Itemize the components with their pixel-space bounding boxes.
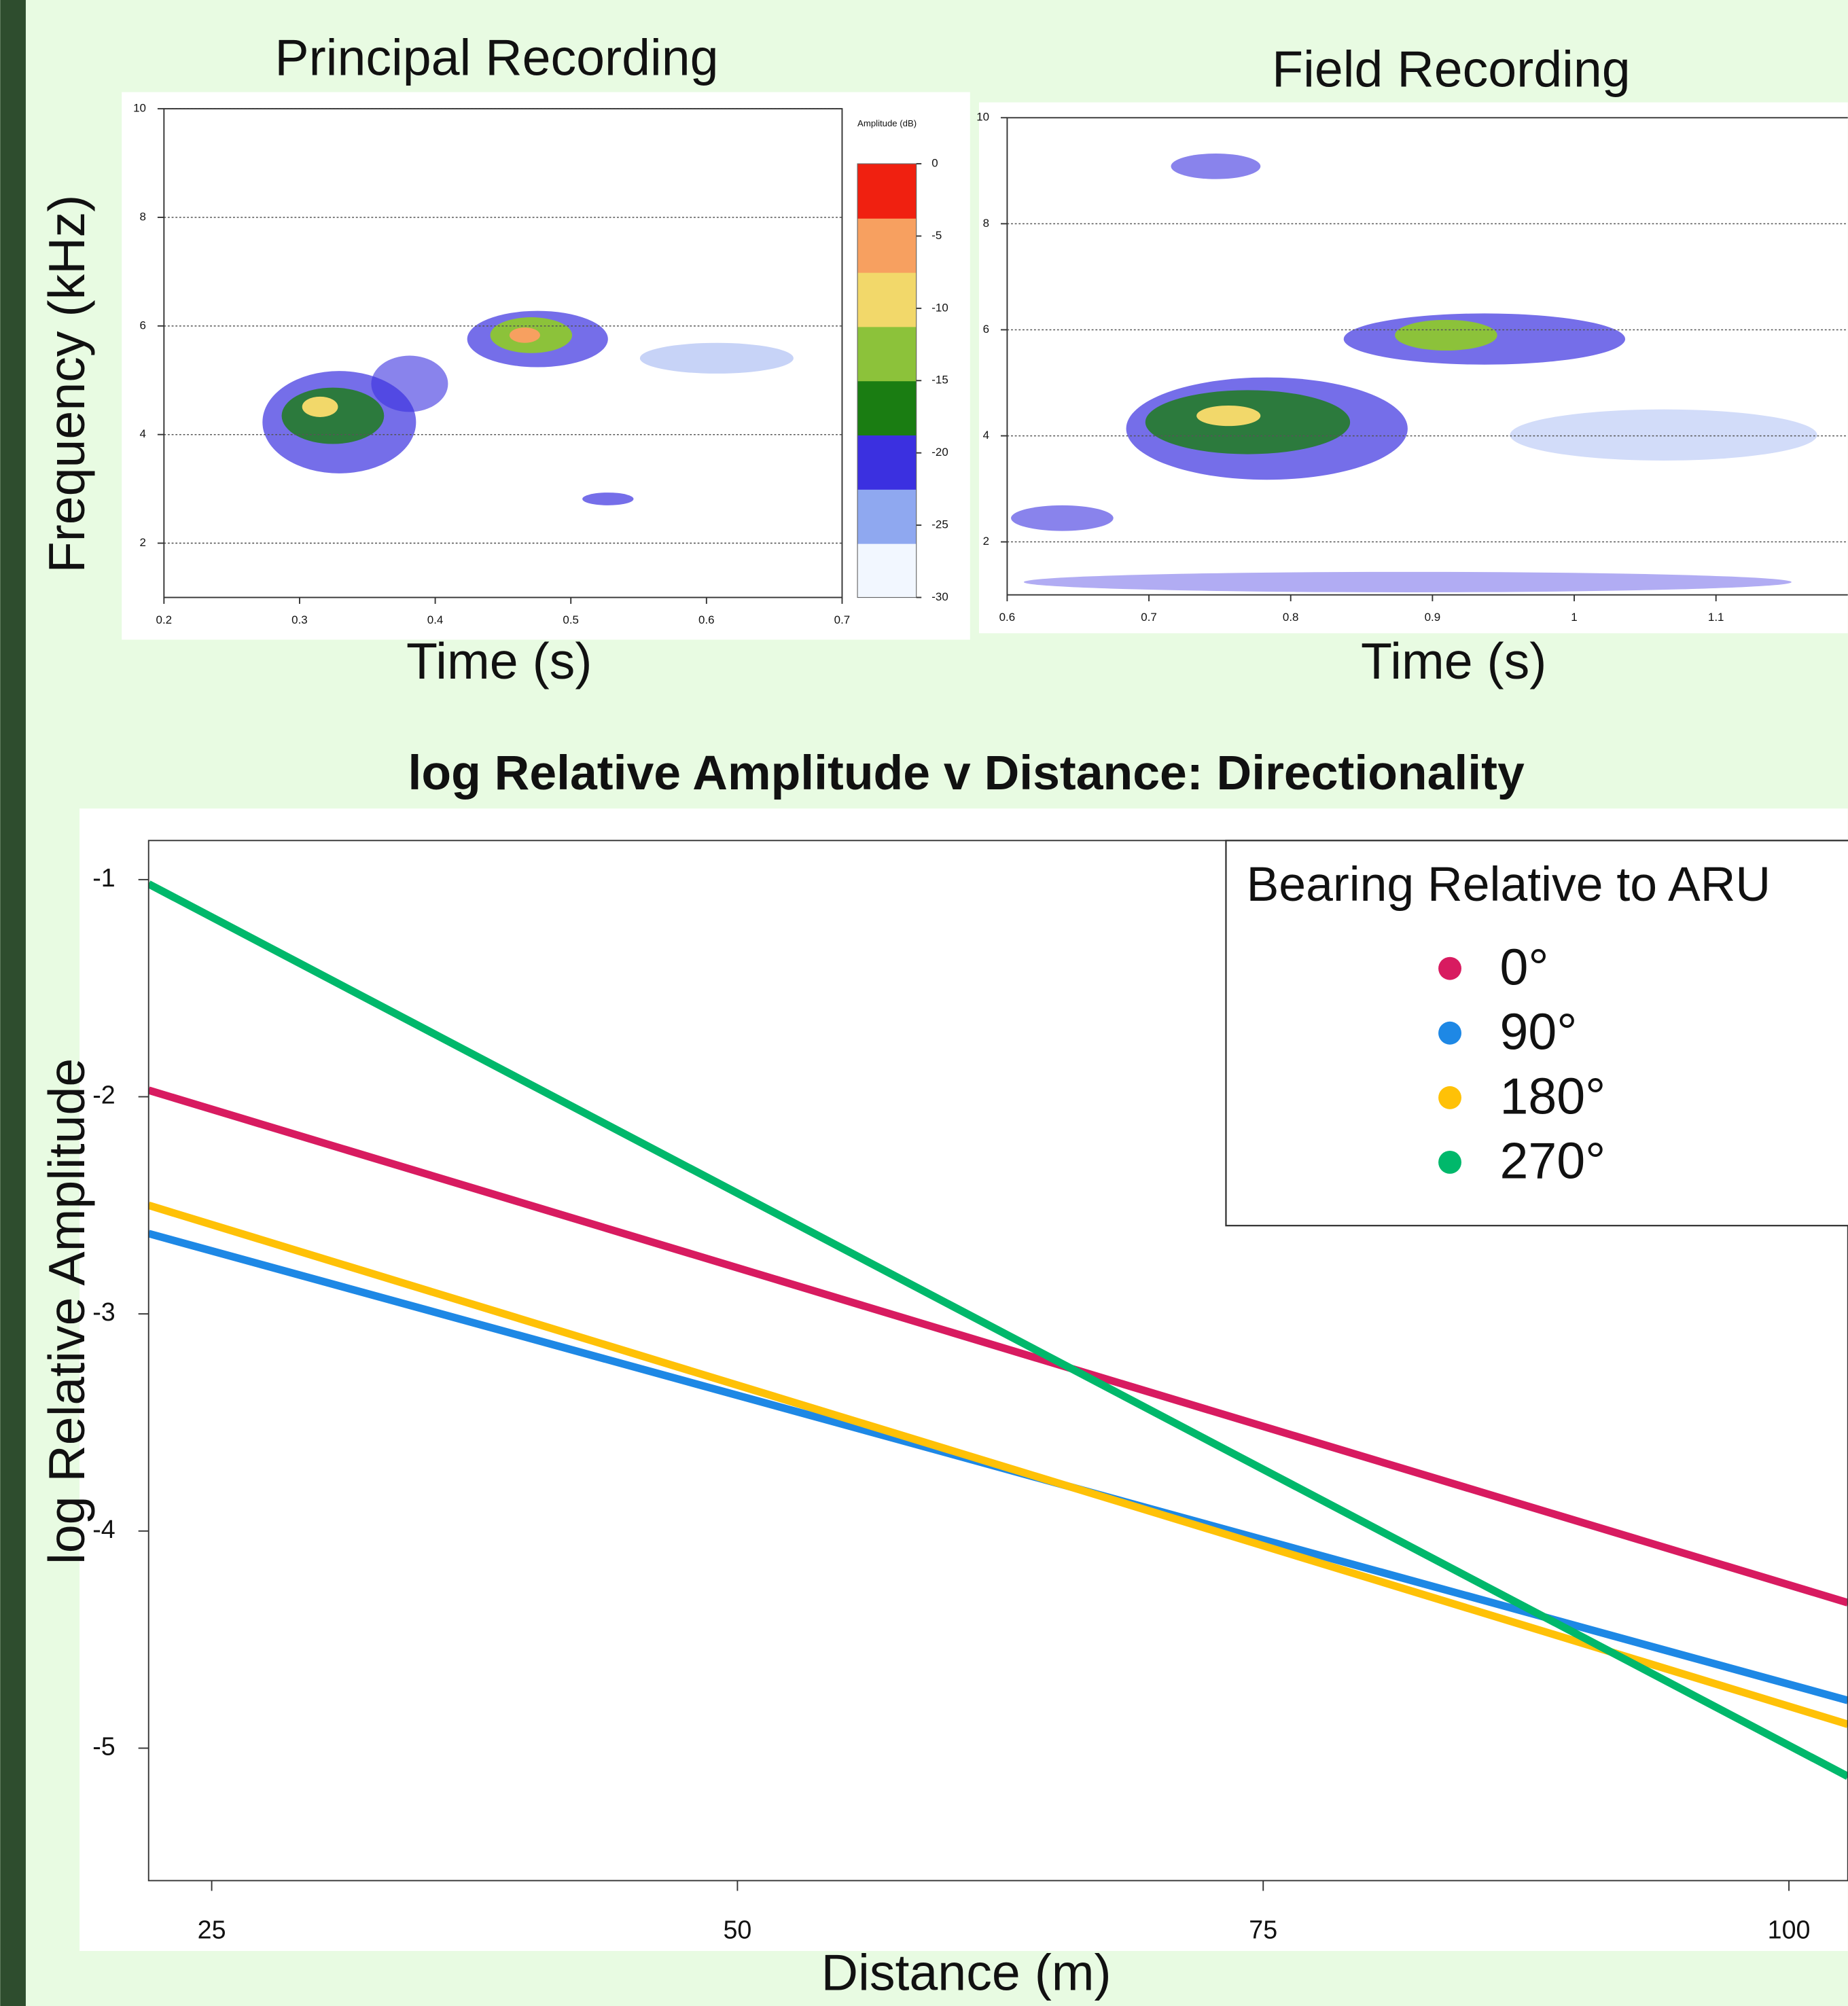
x-tick-label: 50 [723,1916,751,1944]
colorbar-segment [857,488,917,544]
spectrogram-texture [1011,153,1817,592]
y-tick-label: 6 [140,319,146,332]
x-tick-label: 0.4 [427,613,444,626]
x-axis-label: Distance (m) [821,1944,1112,2001]
x-tick-label: 75 [1249,1916,1277,1944]
x-tick-label: 0.6 [999,611,1016,624]
y-tick-label: -1 [92,863,115,892]
colorbar-segment [857,326,917,382]
legend-label: 270° [1499,1132,1605,1189]
legend-box [1225,840,1848,1227]
series-line [148,1201,1848,1728]
chart-title: Principal Recording [274,29,718,86]
x-tick-label: 100 [1768,1916,1811,1944]
y-tick-label: -5 [92,1732,115,1760]
y-tick-label: -4 [92,1515,115,1543]
legend-title: Bearing Relative to ARU [1247,857,1771,912]
y-tick-label: 4 [140,427,146,440]
colorbar-tick-label: -30 [931,590,948,603]
series-line [148,1086,1848,1607]
x-tick-label: 0.3 [291,613,308,626]
plot-frame [1006,117,1848,596]
colorbar-segment [857,217,917,273]
colorbar-segment [857,164,917,219]
chart-title: log Relative Amplitude v Distance: Direc… [408,746,1525,800]
colorbar-tick-label: -20 [931,446,948,459]
legend-swatch [1438,1086,1461,1109]
side-stripe [0,0,26,2006]
y-tick-label: 2 [140,536,146,549]
x-tick-label: 1.1 [1708,611,1724,624]
colorbar-tick-label: 0 [931,157,938,170]
y-tick-label: 8 [140,210,146,223]
series-line [148,880,1848,1780]
y-axis-label: Frequency (kHz) [38,195,95,573]
x-tick-label: 1 [1571,611,1577,624]
colorbar-frame [857,163,917,598]
x-tick-label: 0.7 [1141,611,1157,624]
y-tick-label: 2 [983,535,989,548]
x-tick-label: 0.8 [1283,611,1299,624]
x-tick-label: 0.6 [698,613,715,626]
colorbar-segment [857,380,917,436]
y-tick-label: 10 [133,102,146,115]
x-tick-label: 0.9 [1425,611,1441,624]
y-tick-label: 8 [983,217,989,230]
legend-swatch [1438,956,1461,980]
y-tick-label: 10 [976,111,989,124]
legend-swatch [1438,1151,1461,1174]
colorbar-tick-label: -25 [931,518,948,531]
y-tick-label: 4 [983,429,989,442]
colorbar-tick-label: -5 [931,229,942,242]
colorbar-label: Amplitude (dB) [857,118,917,128]
y-tick-label: -3 [92,1297,115,1326]
colorbar-segment [857,435,917,490]
x-axis-label: Time (s) [1361,632,1546,689]
colorbar-tick-label: -10 [931,301,948,314]
legend-swatch [1438,1021,1461,1045]
chart-title: Field Recording [1272,40,1631,97]
legend-label: 0° [1499,938,1548,995]
plot-area [148,880,1848,1780]
colorbar-tick-label: -15 [931,374,948,387]
plot-frame [163,108,843,598]
legend-label: 180° [1499,1068,1605,1125]
x-axis-label: Time (s) [406,632,592,689]
x-tick-label: 0.7 [834,613,851,626]
y-tick-label: -2 [92,1080,115,1109]
x-tick-label: 0.5 [563,613,579,626]
colorbar-segment [857,543,917,598]
y-tick-label: 6 [983,323,989,336]
colorbar-segment [857,272,917,327]
x-tick-label: 25 [198,1916,226,1944]
y-axis-label: log Relative Amplitude [38,1058,95,1564]
panel [978,102,1848,634]
x-tick-label: 0.2 [156,613,173,626]
legend-label: 90° [1499,1003,1577,1060]
